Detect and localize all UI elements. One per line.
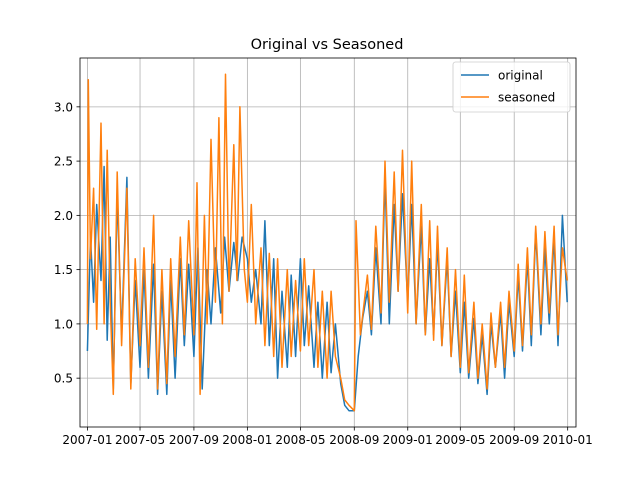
legend-label-original: original: [498, 69, 543, 83]
x-tick-label: 2009-05: [435, 433, 485, 447]
y-tick-label: 0.5: [54, 372, 73, 386]
x-tick-label: 2009-09: [489, 433, 539, 447]
x-tick-label: 2007-01: [62, 433, 112, 447]
x-tick-label: 2007-05: [115, 433, 165, 447]
y-tick-label: 2.0: [54, 209, 73, 223]
plot-frame: [79, 57, 577, 428]
legend: original seasoned: [452, 61, 571, 113]
x-tick-label: 2008-01: [222, 433, 272, 447]
x-tick-label: 2007-09: [169, 433, 219, 447]
legend-label-seasoned: seasoned: [498, 91, 555, 105]
y-tick-label: 1.5: [54, 263, 73, 277]
axes: 2007-01 2007-05 2007-09 2008-01 2008-05 2008-…: [54, 57, 593, 447]
series-line-seasoned: [86, 73, 568, 412]
y-tick-label: 2.5: [54, 155, 73, 169]
x-tick-label: 2008-05: [275, 433, 325, 447]
chart-title: Original vs Seasoned: [251, 37, 404, 53]
x-tick-label: 2008-09: [329, 433, 379, 447]
grid: [80, 58, 576, 427]
series-layer: [86, 73, 568, 412]
y-tick-label: 1.0: [54, 317, 73, 331]
x-tick-label: 2009-01: [383, 433, 433, 447]
x-tick-label: 2010-01: [543, 433, 593, 447]
y-tick-label: 3.0: [54, 100, 73, 114]
